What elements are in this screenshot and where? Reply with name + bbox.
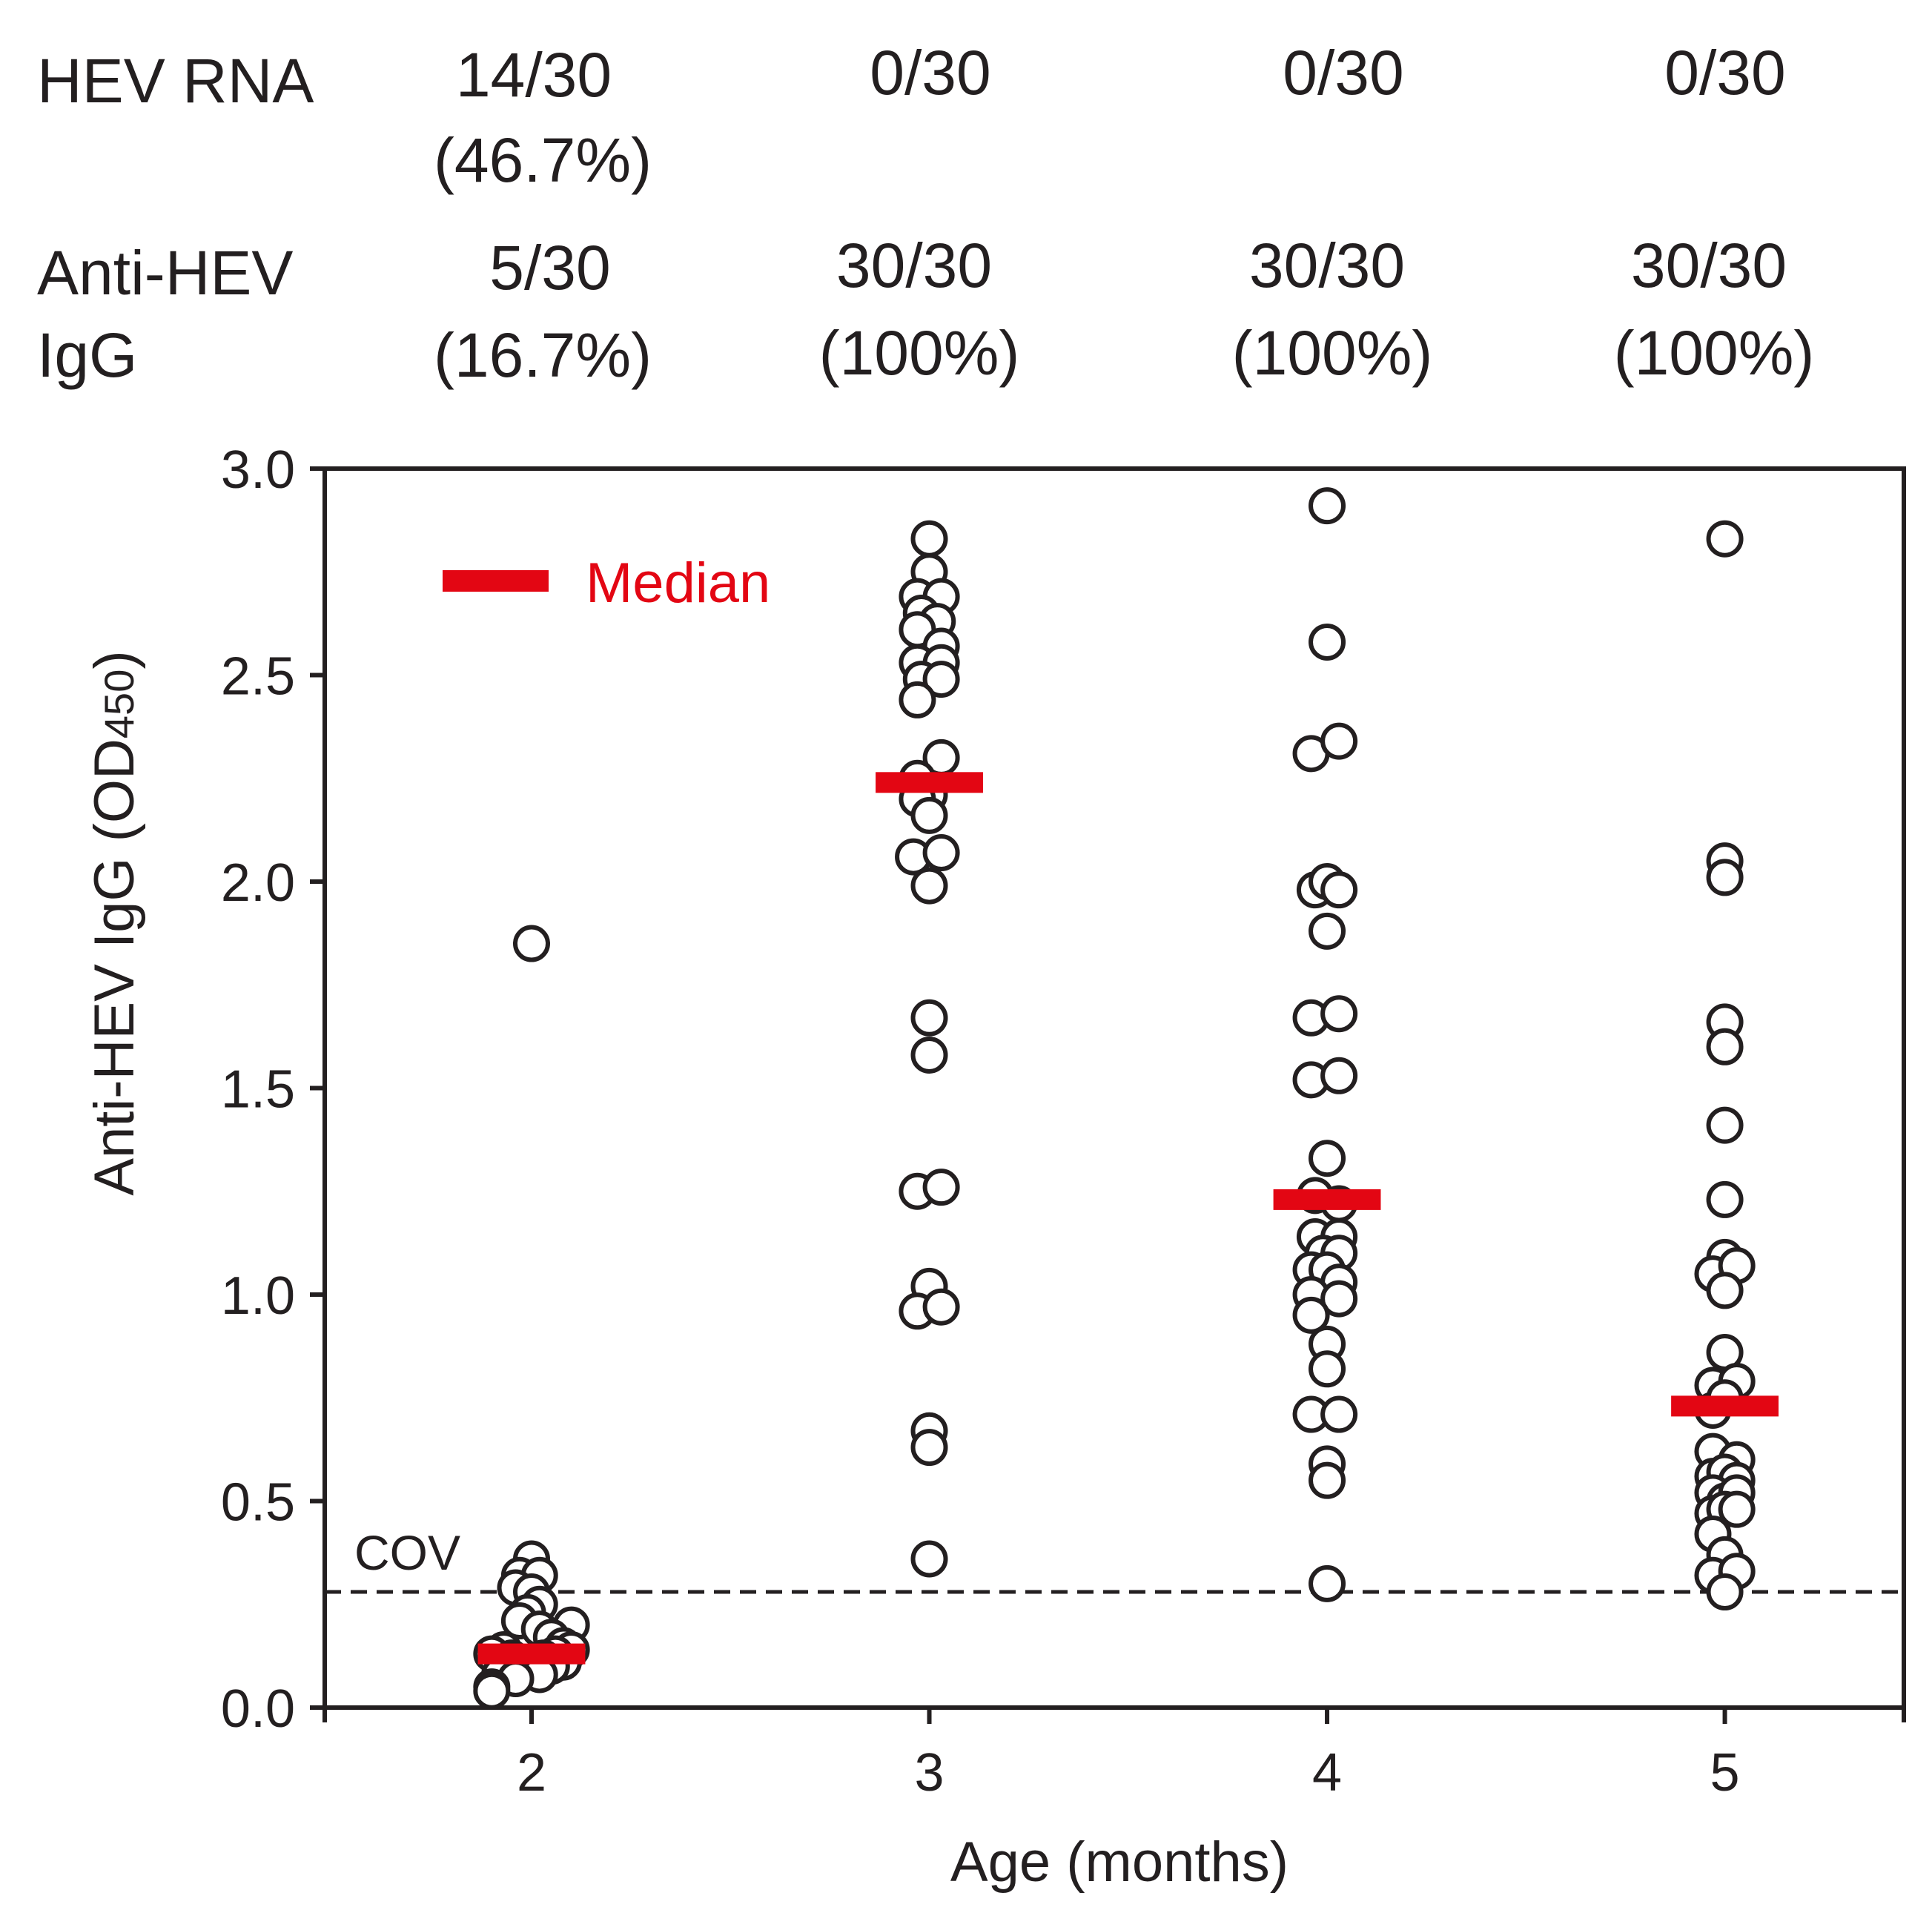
data-point <box>1706 1028 1744 1065</box>
data-point <box>1292 1296 1330 1334</box>
anti-hev-count: 30/30 <box>836 231 992 300</box>
median-bar <box>1671 1395 1779 1417</box>
y-tick-label: 1.0 <box>221 1266 295 1326</box>
data-point <box>910 1036 948 1074</box>
hev-rna-count: 0/30 <box>1664 38 1786 108</box>
anti-hev-percent: (100%) <box>1232 318 1433 388</box>
legend: Median <box>443 552 770 615</box>
anti-hev-percent: (100%) <box>819 318 1020 388</box>
data-point <box>910 520 948 558</box>
data-point <box>1320 1280 1358 1318</box>
anti-hev-percent: (100%) <box>1614 318 1815 388</box>
data-point <box>1706 859 1744 896</box>
anti-hev-count: 30/30 <box>1631 231 1787 300</box>
data-point <box>922 661 960 698</box>
axes-layer: 0.0 0.5 1.0 1.5 2.0 2.5 3.0 2 3 4 5 <box>221 440 1906 1802</box>
hev-rna-percent: (46.7%) <box>434 125 652 195</box>
data-point <box>910 1429 948 1467</box>
y-tick-label: 2.0 <box>221 853 295 913</box>
data-point <box>1320 1057 1358 1094</box>
median-bar <box>1273 1189 1381 1210</box>
anti-hev-count: 30/30 <box>1249 231 1405 300</box>
y-axis-label-subscript: 450 <box>96 670 142 738</box>
y-tick-label: 0.5 <box>221 1473 295 1533</box>
cutoff-label: COV <box>354 1525 460 1580</box>
data-point <box>473 1672 511 1710</box>
data-point <box>1718 1490 1756 1528</box>
y-axis-label-main: Anti-HEV IgG (OD <box>83 738 146 1196</box>
data-point <box>910 796 948 834</box>
hev-rna-count: 0/30 <box>870 38 991 108</box>
hev-rna-count: 0/30 <box>1283 38 1404 108</box>
header-table: HEV RNA 14/30 (46.7%) 0/30 0/30 0/30 Ant… <box>37 38 1814 390</box>
legend-swatch <box>443 570 549 592</box>
anti-hev-count: 5/30 <box>489 233 611 303</box>
points-layer <box>473 487 1756 1710</box>
data-point <box>1309 623 1346 661</box>
data-point <box>910 999 948 1037</box>
y-axis-label: Anti-HEV IgG (OD450) <box>83 650 146 1195</box>
data-point <box>910 1540 948 1578</box>
data-point <box>1309 487 1346 525</box>
data-point <box>899 681 936 718</box>
data-point <box>1320 871 1358 909</box>
data-point <box>1706 1180 1744 1218</box>
anti-hev-label-line2: IgG <box>37 320 137 390</box>
data-point <box>922 1288 960 1326</box>
data-point <box>1309 1140 1346 1177</box>
anti-hev-label-line1: Anti-HEV <box>37 238 293 308</box>
data-point <box>1309 1461 1346 1499</box>
legend-label: Median <box>586 552 770 615</box>
median-bar <box>477 1643 586 1665</box>
y-tick-label: 2.5 <box>221 647 295 707</box>
data-point <box>1706 1106 1744 1144</box>
plot-frame <box>322 466 1906 1710</box>
anti-hev-percent: (16.7%) <box>434 320 652 390</box>
y-axis-label-close: ) <box>83 650 146 669</box>
data-point <box>1309 1350 1346 1388</box>
median-bar <box>876 772 983 793</box>
y-tick-label: 0.0 <box>221 1679 295 1739</box>
data-point <box>1706 520 1744 558</box>
x-tick-label: 3 <box>914 1743 944 1802</box>
data-point <box>1309 1564 1346 1602</box>
data-point <box>1320 1395 1358 1433</box>
data-point <box>910 867 948 905</box>
x-tick-label: 2 <box>517 1743 546 1802</box>
x-tick-label: 5 <box>1710 1743 1740 1802</box>
data-point <box>922 834 960 872</box>
y-tick-label: 1.5 <box>221 1060 295 1120</box>
data-point <box>512 925 550 962</box>
data-point <box>922 1169 960 1206</box>
hev-rna-label: HEV RNA <box>37 46 314 116</box>
x-axis-label: Age (months) <box>950 1831 1288 1894</box>
data-point <box>1320 995 1358 1033</box>
hev-rna-count: 14/30 <box>456 40 612 110</box>
data-point <box>1320 722 1358 760</box>
median-layer <box>477 772 1779 1665</box>
data-point <box>1706 1573 1744 1611</box>
data-point <box>1706 1272 1744 1309</box>
x-tick-label: 4 <box>1312 1743 1342 1802</box>
y-tick-label: 3.0 <box>221 440 295 500</box>
data-point <box>1309 912 1346 950</box>
